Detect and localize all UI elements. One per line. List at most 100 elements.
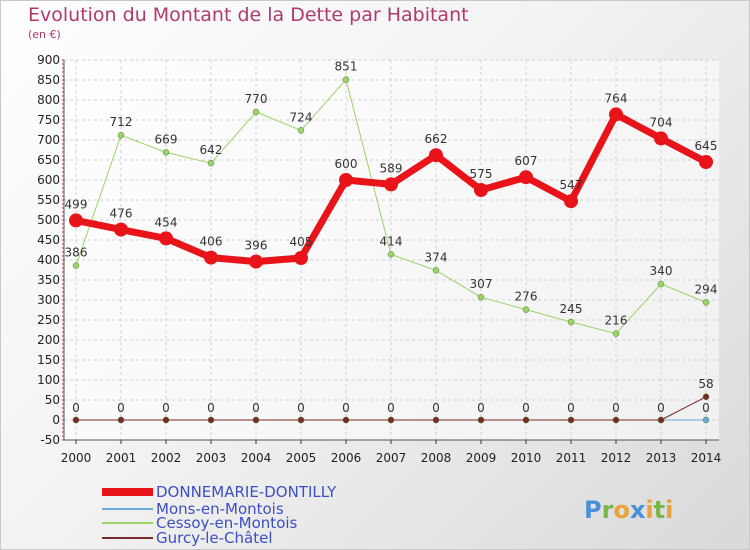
y-tick-label: 550 — [37, 193, 60, 207]
legend-label: Gurcy-le-Châtel — [156, 529, 273, 547]
data-label: 414 — [380, 234, 403, 248]
data-label: 307 — [470, 277, 493, 291]
data-label: 645 — [695, 139, 718, 153]
data-label: 0 — [432, 401, 440, 415]
x-tick-label: 2006 — [331, 451, 362, 465]
data-point — [297, 416, 305, 424]
data-label: 0 — [702, 401, 710, 415]
data-point — [342, 416, 350, 424]
logo-letter: o — [613, 496, 630, 524]
data-point — [432, 416, 440, 424]
data-label: 662 — [425, 132, 448, 146]
data-point — [474, 183, 488, 197]
data-label: 386 — [65, 246, 88, 260]
data-point — [702, 416, 710, 424]
y-tick-label: 150 — [37, 353, 60, 367]
data-point — [207, 416, 215, 424]
y-tick-label: 50 — [45, 393, 60, 407]
data-point — [567, 416, 575, 424]
legend-label: Cessoy-en-Montois — [156, 514, 298, 532]
data-label: 0 — [612, 401, 620, 415]
data-point — [432, 267, 440, 274]
series-layer — [69, 76, 713, 424]
y-tick-label: 900 — [37, 53, 60, 67]
data-point — [252, 108, 260, 116]
data-label: 0 — [72, 401, 80, 415]
data-point — [522, 416, 530, 424]
data-point — [159, 231, 173, 246]
data-point — [114, 222, 128, 237]
data-label: 0 — [342, 401, 350, 415]
data-point — [702, 299, 710, 306]
y-tick-label: 250 — [37, 313, 60, 327]
data-labels: 499 476 454 406 396 405 600 589 662 575 607 547 764 7… — [65, 60, 718, 415]
data-label: 0 — [297, 401, 305, 415]
data-label: 575 — [470, 167, 493, 181]
data-label: 770 — [245, 92, 268, 106]
proxiti-logo: Proxiti — [584, 496, 673, 524]
x-tick-label: 2003 — [196, 451, 227, 465]
data-point — [72, 416, 80, 424]
data-label: 642 — [200, 143, 223, 157]
data-point — [339, 173, 353, 187]
data-label: 764 — [605, 91, 628, 105]
y-tick-label: 350 — [37, 273, 60, 287]
chart-subtitle: (en €) — [28, 28, 61, 41]
data-label: 0 — [477, 401, 485, 415]
data-label: 669 — [155, 132, 178, 146]
data-label: 600 — [335, 157, 358, 171]
data-point — [564, 194, 578, 209]
data-point — [702, 393, 710, 401]
legend-label: DONNEMARIE-DONTILLY — [156, 483, 337, 501]
data-label: 0 — [657, 401, 665, 415]
data-point — [252, 416, 260, 424]
x-tick-label: 2000 — [61, 451, 92, 465]
chart-title: Evolution du Montant de la Dette par Hab… — [28, 4, 469, 26]
x-tick-label: 2014 — [691, 451, 722, 465]
y-tick-label: 300 — [37, 293, 60, 307]
x-tick-label: 2005 — [286, 451, 317, 465]
data-label: 276 — [515, 290, 538, 304]
logo-letter: t — [654, 496, 665, 524]
data-point — [297, 127, 305, 134]
x-tick-label: 2010 — [511, 451, 542, 465]
data-label: 476 — [110, 207, 133, 221]
x-tick-label: 2013 — [646, 451, 677, 465]
data-label: 0 — [522, 401, 530, 415]
y-tick-label: 700 — [37, 133, 60, 147]
logo-letter: i — [645, 496, 653, 524]
data-point — [612, 416, 620, 424]
data-label: 0 — [117, 401, 125, 415]
data-label: 294 — [695, 282, 718, 296]
y-tick-label: 100 — [37, 373, 60, 387]
data-label: 406 — [200, 235, 223, 249]
data-label: 340 — [650, 264, 673, 278]
data-label: 454 — [155, 215, 178, 229]
y-tick-label: 850 — [37, 73, 60, 87]
x-tick-label: 2004 — [241, 451, 272, 465]
data-label: 374 — [425, 250, 448, 264]
x-tick-label: 2008 — [421, 451, 452, 465]
data-point — [342, 76, 350, 83]
data-label: 0 — [252, 401, 260, 415]
data-label: 0 — [387, 401, 395, 415]
data-label: 245 — [560, 302, 583, 316]
data-point — [567, 318, 575, 326]
y-tick-label: 800 — [37, 93, 60, 107]
data-point — [612, 330, 620, 337]
data-point — [294, 251, 308, 265]
legend: DONNEMARIE-DONTILLYMons-en-MontoisCessoy… — [102, 483, 337, 547]
logo-letter: x — [630, 496, 646, 524]
y-tick-label: 600 — [37, 173, 60, 187]
data-point — [69, 213, 83, 228]
x-tick-label: 2011 — [556, 451, 587, 465]
data-point — [72, 262, 80, 269]
data-point — [207, 159, 215, 167]
y-tick-label: 200 — [37, 333, 60, 347]
y-tick-label: 500 — [37, 213, 60, 227]
data-label: 547 — [560, 178, 583, 192]
x-tick-label: 2002 — [151, 451, 182, 465]
logo-letter: P — [584, 496, 602, 524]
logo-letter: r — [602, 496, 614, 524]
